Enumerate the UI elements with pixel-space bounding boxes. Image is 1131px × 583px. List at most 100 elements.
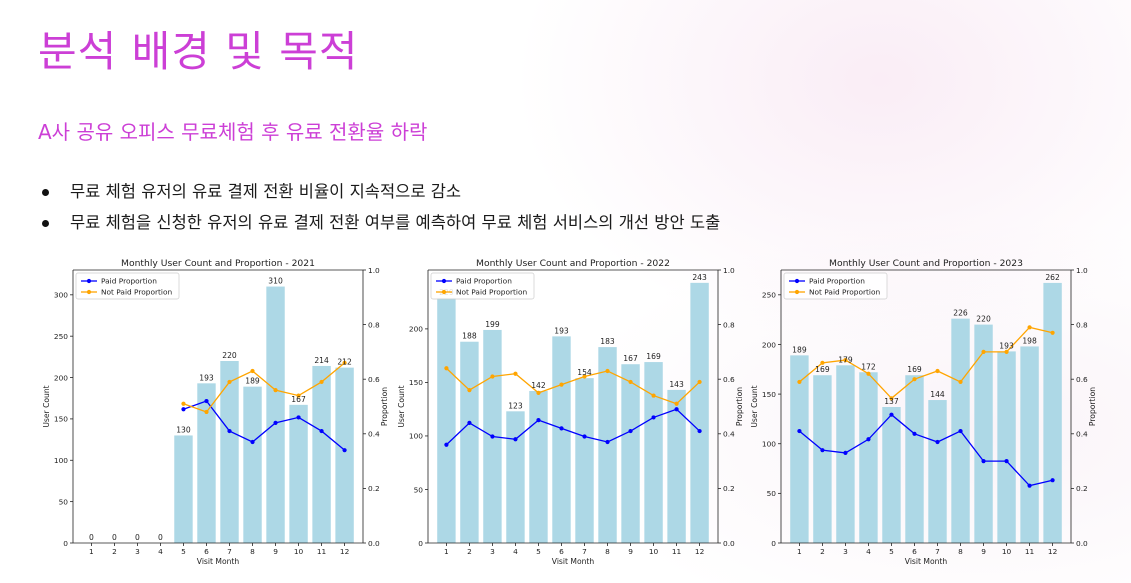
legend-marker	[441, 289, 447, 295]
legend-label: Not Paid Proportion	[101, 288, 172, 297]
x-tick-label: 12	[1048, 547, 1057, 556]
series-point	[605, 439, 610, 445]
bar-value-label: 167	[623, 354, 638, 363]
bar-value-label: 169	[815, 365, 830, 374]
y-tick-label: 50	[414, 485, 424, 494]
y2-tick-label: 0.8	[723, 320, 735, 329]
series-point	[958, 428, 963, 434]
series-point	[319, 428, 324, 434]
x-tick-label: 4	[158, 547, 163, 556]
y-tick-label: 50	[767, 489, 777, 498]
bar-value-label: 212	[337, 358, 352, 367]
bar	[289, 404, 308, 543]
y2-tick-label: 0.2	[368, 484, 380, 493]
y-axis-label: User Count	[397, 385, 406, 427]
series-point	[444, 442, 449, 447]
chart-svg: Monthly User Count and Proportion - 2021…	[42, 258, 389, 566]
x-tick-label: 1	[797, 547, 802, 556]
x-tick-label: 3	[843, 547, 848, 556]
x-tick-label: 12	[695, 547, 704, 556]
bar	[621, 364, 640, 543]
y2-tick-label: 0.8	[368, 320, 380, 329]
series-point	[227, 428, 232, 434]
legend-marker	[441, 278, 447, 284]
series-point	[958, 379, 963, 385]
x-tick-label: 6	[559, 547, 564, 556]
y-tick-label: 200	[762, 340, 776, 349]
bullet-dot-icon	[42, 220, 49, 227]
bar-value-label: 0	[135, 533, 140, 542]
x-axis-label: Visit Month	[905, 557, 948, 566]
bar	[552, 336, 571, 543]
chart-svg: Monthly User Count and Proportion - 2023…	[750, 258, 1097, 566]
y-tick-label: 50	[59, 497, 69, 506]
bar	[1043, 282, 1062, 543]
page-title: 분석 배경 및 목적	[38, 27, 359, 76]
series-point	[697, 428, 702, 434]
x-tick-label: 4	[866, 547, 871, 556]
series-point	[1027, 325, 1032, 330]
series-point	[889, 396, 894, 401]
y-tick-label: 100	[54, 456, 68, 465]
y2-tick-label: 0.4	[368, 430, 380, 439]
bar	[882, 406, 901, 543]
x-tick-label: 9	[981, 547, 986, 556]
bar	[905, 375, 924, 543]
bullet-dot-icon	[42, 189, 49, 196]
bar-value-label: 123	[508, 401, 523, 410]
y2-axis-label: Proportion	[1088, 387, 1097, 426]
bar	[667, 389, 686, 543]
y2-tick-label: 0.6	[368, 375, 380, 384]
bar-value-label: 142	[531, 381, 546, 390]
bar-value-label: 154	[577, 368, 592, 377]
y-tick-label: 250	[762, 291, 776, 300]
y-tick-label: 200	[54, 373, 68, 382]
bar-value-label: 199	[485, 320, 500, 329]
bar-value-label: 137	[884, 397, 899, 406]
y2-tick-label: 0.0	[368, 539, 380, 548]
series-point	[273, 388, 278, 393]
bar	[174, 435, 193, 543]
series-point	[559, 382, 564, 387]
series-point	[204, 398, 209, 404]
bar-value-label: 193	[999, 341, 1014, 350]
series-point	[651, 393, 656, 398]
x-tick-label: 8	[250, 547, 255, 556]
bullet-item: 무료 체험을 신청한 유저의 유료 결제 전환 여부를 예측하여 무료 체험 서…	[38, 209, 720, 240]
x-tick-label: 10	[649, 547, 659, 556]
y-tick-label: 0	[771, 539, 776, 548]
series-point	[342, 360, 347, 365]
y-tick-label: 250	[54, 332, 68, 341]
series-point	[912, 377, 917, 382]
x-tick-label: 2	[820, 547, 825, 556]
bar-value-label: 262	[1045, 273, 1060, 282]
series-point	[866, 371, 871, 376]
series-point	[490, 434, 495, 439]
bar	[598, 347, 617, 543]
series-point	[582, 374, 587, 379]
series-point	[697, 379, 702, 385]
bar	[437, 297, 456, 543]
y-axis-label: User Count	[750, 385, 759, 427]
series-point	[444, 366, 449, 371]
y2-tick-label: 0.0	[1076, 539, 1088, 548]
x-tick-label: 3	[135, 547, 140, 556]
bar	[974, 324, 993, 543]
x-tick-label: 5	[181, 547, 186, 556]
series-line	[798, 413, 1053, 487]
legend-label: Paid Proportion	[809, 277, 865, 286]
bar	[928, 400, 947, 543]
series-point	[1004, 349, 1009, 354]
y-tick-label: 0	[63, 539, 68, 548]
y-tick-label: 100	[762, 440, 776, 449]
y-tick-label: 300	[54, 291, 68, 300]
series-point	[605, 368, 610, 374]
legend-label: Paid Proportion	[101, 277, 157, 286]
series-point	[342, 448, 347, 453]
chart-svg: Monthly User Count and Proportion - 2022…	[397, 258, 744, 566]
x-tick-label: 8	[605, 547, 610, 556]
bar-value-label: 310	[268, 277, 283, 286]
series-point	[513, 371, 518, 376]
bar-value-label: 193	[554, 326, 569, 335]
y-tick-label: 150	[54, 415, 68, 424]
